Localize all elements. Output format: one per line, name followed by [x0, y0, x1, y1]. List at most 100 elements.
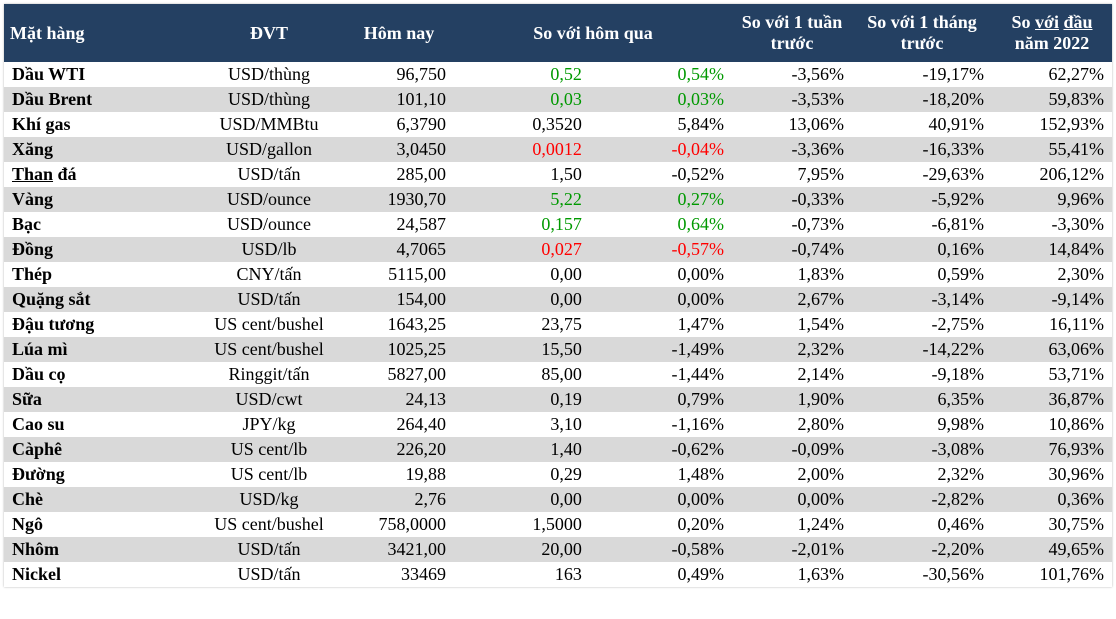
cell-change-pct: -0,04% [590, 137, 732, 162]
cell-unit: US cent/bushel [194, 512, 344, 537]
cell-unit: USD/tấn [194, 287, 344, 312]
cell-ytd: 62,27% [992, 62, 1112, 87]
cell-week: 1,24% [732, 512, 852, 537]
cell-name: Dầu WTI [4, 62, 194, 87]
cell-unit: US cent/bushel [194, 337, 344, 362]
cell-change-pct: 1,48% [590, 462, 732, 487]
cell-today: 24,587 [344, 212, 454, 237]
cell-change-abs: 85,00 [454, 362, 590, 387]
cell-week: -0,09% [732, 437, 852, 462]
cell-month: -5,92% [852, 187, 992, 212]
cell-today: 3421,00 [344, 537, 454, 562]
cell-today: 24,13 [344, 387, 454, 412]
cell-unit: JPY/kg [194, 412, 344, 437]
cell-week: 13,06% [732, 112, 852, 137]
price-table: Mặt hàng ĐVT Hôm nay So với hôm qua So v… [4, 4, 1112, 587]
table-row: CàphêUS cent/lb226,201,40-0,62%-0,09%-3,… [4, 437, 1112, 462]
cell-change-abs: 15,50 [454, 337, 590, 362]
cell-change-abs: 0,157 [454, 212, 590, 237]
cell-today: 101,10 [344, 87, 454, 112]
table-row: ĐồngUSD/lb4,70650,027-0,57%-0,74%0,16%14… [4, 237, 1112, 262]
cell-name: Càphê [4, 437, 194, 462]
cell-ytd: 59,83% [992, 87, 1112, 112]
cell-change-abs: 163 [454, 562, 590, 587]
cell-change-abs: 0,03 [454, 87, 590, 112]
table-row: NhômUSD/tấn3421,0020,00-0,58%-2,01%-2,20… [4, 537, 1112, 562]
cell-month: -2,75% [852, 312, 992, 337]
col-vs-yesterday: So với hôm qua [454, 4, 732, 62]
cell-name: Đường [4, 462, 194, 487]
cell-change-pct: 0,27% [590, 187, 732, 212]
cell-change-pct: -0,57% [590, 237, 732, 262]
cell-unit: US cent/bushel [194, 312, 344, 337]
cell-change-abs: 0,52 [454, 62, 590, 87]
cell-ytd: 53,71% [992, 362, 1112, 387]
cell-ytd: 0,36% [992, 487, 1112, 512]
cell-change-pct: 0,00% [590, 487, 732, 512]
cell-unit: USD/ounce [194, 212, 344, 237]
cell-month: 0,16% [852, 237, 992, 262]
cell-change-abs: 0,29 [454, 462, 590, 487]
cell-change-abs: 0,027 [454, 237, 590, 262]
cell-ytd: 206,12% [992, 162, 1112, 187]
col-name: Mặt hàng [4, 4, 194, 62]
cell-name: Dầu cọ [4, 362, 194, 387]
cell-name: Nickel [4, 562, 194, 587]
table-row: ThépCNY/tấn5115,000,000,00%1,83%0,59%2,3… [4, 262, 1112, 287]
cell-name: Sữa [4, 387, 194, 412]
cell-week: -0,74% [732, 237, 852, 262]
cell-month: -19,17% [852, 62, 992, 87]
cell-change-abs: 5,22 [454, 187, 590, 212]
cell-name: Khí gas [4, 112, 194, 137]
cell-change-pct: -1,49% [590, 337, 732, 362]
cell-name: Quặng sắt [4, 287, 194, 312]
cell-unit: Ringgit/tấn [194, 362, 344, 387]
cell-today: 1930,70 [344, 187, 454, 212]
table-row: Dầu BrentUSD/thùng101,100,030,03%-3,53%-… [4, 87, 1112, 112]
cell-change-pct: 1,47% [590, 312, 732, 337]
cell-unit: USD/tấn [194, 162, 344, 187]
cell-week: -0,33% [732, 187, 852, 212]
cell-ytd: 101,76% [992, 562, 1112, 587]
table-row: NickelUSD/tấn334691630,49%1,63%-30,56%10… [4, 562, 1112, 587]
cell-week: -3,53% [732, 87, 852, 112]
cell-ytd: 55,41% [992, 137, 1112, 162]
col-today: Hôm nay [344, 4, 454, 62]
cell-change-pct: -0,58% [590, 537, 732, 562]
table-row: Cao suJPY/kg264,403,10-1,16%2,80%9,98%10… [4, 412, 1112, 437]
cell-change-pct: -0,62% [590, 437, 732, 462]
cell-unit: USD/cwt [194, 387, 344, 412]
cell-change-pct: 0,54% [590, 62, 732, 87]
cell-unit: USD/kg [194, 487, 344, 512]
cell-week: 2,80% [732, 412, 852, 437]
cell-change-pct: -0,52% [590, 162, 732, 187]
cell-name: Đồng [4, 237, 194, 262]
cell-ytd: 16,11% [992, 312, 1112, 337]
cell-change-pct: 0,64% [590, 212, 732, 237]
cell-change-pct: -1,16% [590, 412, 732, 437]
cell-week: -2,01% [732, 537, 852, 562]
table-row: Dầu WTIUSD/thùng96,7500,520,54%-3,56%-19… [4, 62, 1112, 87]
cell-month: 40,91% [852, 112, 992, 137]
cell-week: 2,14% [732, 362, 852, 387]
cell-month: -16,33% [852, 137, 992, 162]
cell-today: 19,88 [344, 462, 454, 487]
cell-today: 285,00 [344, 162, 454, 187]
cell-change-abs: 0,00 [454, 487, 590, 512]
cell-month: -2,82% [852, 487, 992, 512]
cell-unit: CNY/tấn [194, 262, 344, 287]
cell-week: 0,00% [732, 487, 852, 512]
cell-change-abs: 1,5000 [454, 512, 590, 537]
cell-change-pct: -1,44% [590, 362, 732, 387]
cell-unit: USD/thùng [194, 87, 344, 112]
cell-month: -3,14% [852, 287, 992, 312]
cell-today: 4,7065 [344, 237, 454, 262]
cell-name: Thép [4, 262, 194, 287]
cell-change-pct: 0,00% [590, 262, 732, 287]
cell-week: 2,00% [732, 462, 852, 487]
cell-change-abs: 3,10 [454, 412, 590, 437]
cell-unit: US cent/lb [194, 437, 344, 462]
cell-today: 154,00 [344, 287, 454, 312]
cell-today: 2,76 [344, 487, 454, 512]
table-row: Quặng sắtUSD/tấn154,000,000,00%2,67%-3,1… [4, 287, 1112, 312]
